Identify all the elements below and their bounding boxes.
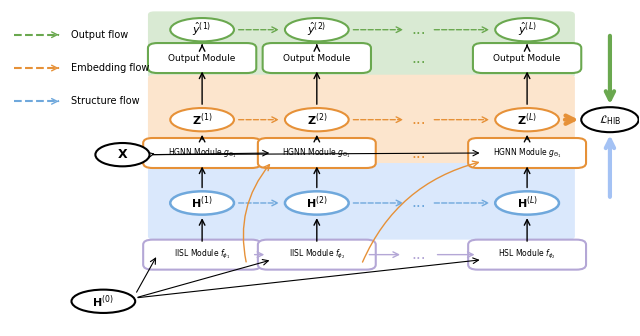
Ellipse shape [72,290,135,313]
Text: $\hat{y}^{(1)}$: $\hat{y}^{(1)}$ [193,21,212,39]
Text: $\mathbf{Z}^{(L)}$: $\mathbf{Z}^{(L)}$ [517,111,537,128]
Text: $\mathbf{X}$: $\mathbf{X}$ [116,148,128,161]
Ellipse shape [285,18,349,41]
Text: Structure flow: Structure flow [72,96,140,107]
Text: $\hat{y}^{(2)}$: $\hat{y}^{(2)}$ [307,21,326,39]
FancyBboxPatch shape [468,240,586,269]
Text: $\mathbf{Z}^{(2)}$: $\mathbf{Z}^{(2)}$ [307,111,327,128]
Text: $\mathbf{Z}^{(1)}$: $\mathbf{Z}^{(1)}$ [192,111,212,128]
FancyBboxPatch shape [148,11,575,78]
Text: ...: ... [412,247,426,262]
Text: ...: ... [412,22,426,37]
Ellipse shape [495,191,559,215]
Text: ...: ... [412,196,426,210]
FancyBboxPatch shape [258,240,376,269]
Ellipse shape [285,191,349,215]
Text: Output Module: Output Module [168,53,236,62]
Ellipse shape [170,108,234,131]
Text: ...: ... [412,50,426,66]
Text: $\mathcal{L}_\mathrm{HIB}$: $\mathcal{L}_\mathrm{HIB}$ [598,113,621,127]
FancyBboxPatch shape [258,138,376,168]
Ellipse shape [170,191,234,215]
Text: Output flow: Output flow [72,30,129,40]
Ellipse shape [95,143,150,166]
Text: Output Module: Output Module [283,53,351,62]
FancyBboxPatch shape [262,43,371,73]
FancyBboxPatch shape [468,138,586,168]
FancyBboxPatch shape [473,43,581,73]
FancyBboxPatch shape [143,240,261,269]
Text: HGNN Module $g_{\Theta_1}$: HGNN Module $g_{\Theta_1}$ [168,146,237,160]
Text: $\mathbf{H}^{(0)}$: $\mathbf{H}^{(0)}$ [92,293,114,309]
Ellipse shape [495,18,559,41]
Text: Embedding flow: Embedding flow [72,63,150,73]
FancyBboxPatch shape [148,75,575,171]
Ellipse shape [581,107,639,132]
Text: $\mathbf{H}^{(2)}$: $\mathbf{H}^{(2)}$ [306,195,328,211]
FancyBboxPatch shape [148,43,256,73]
Ellipse shape [285,108,349,131]
Text: HGNN Module $g_{\Theta_1}$: HGNN Module $g_{\Theta_1}$ [493,146,561,160]
Text: IISL Module $f_{\phi_2}$: IISL Module $f_{\phi_2}$ [289,248,345,261]
Text: $\hat{y}^{(L)}$: $\hat{y}^{(L)}$ [518,21,536,39]
Text: Output Module: Output Module [493,53,561,62]
Text: $\mathbf{H}^{(L)}$: $\mathbf{H}^{(L)}$ [516,195,538,211]
FancyBboxPatch shape [143,138,261,168]
Text: HSL Module $f_{\phi_2}$: HSL Module $f_{\phi_2}$ [499,248,556,261]
FancyBboxPatch shape [148,163,575,240]
Text: $\mathbf{H}^{(1)}$: $\mathbf{H}^{(1)}$ [191,195,213,211]
Text: HGNN Module $g_{\Theta_1}$: HGNN Module $g_{\Theta_1}$ [282,146,351,160]
Ellipse shape [495,108,559,131]
Text: ...: ... [412,112,426,127]
Text: ...: ... [412,145,426,161]
Ellipse shape [170,18,234,41]
Text: IISL Module $f_{\phi_1}$: IISL Module $f_{\phi_1}$ [174,248,230,261]
